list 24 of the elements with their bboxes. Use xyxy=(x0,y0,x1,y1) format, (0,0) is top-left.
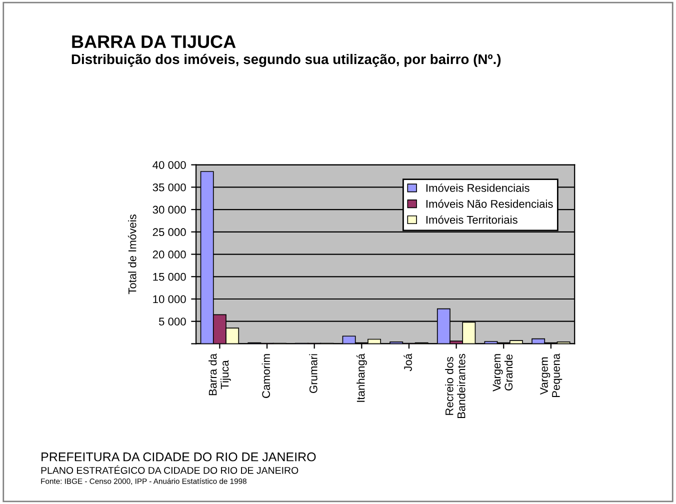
x-tick-label: Vargem Grande xyxy=(492,354,513,392)
chart-title: BARRA DA TIJUCA xyxy=(72,35,236,48)
y-tick-label: 20 000 xyxy=(152,250,186,258)
y-tick-label: 25 000 xyxy=(152,228,186,236)
x-tick-label: Vargem Pequena xyxy=(540,353,562,398)
y-tick-label: 30 000 xyxy=(152,206,186,214)
y-tick-label: 15 000 xyxy=(153,272,186,281)
legend-label: Imóveis Territoriais xyxy=(426,215,518,224)
x-tick-label: Camorim xyxy=(262,354,270,398)
x-tick-label: Barra da Tijuca xyxy=(208,353,231,396)
legend-label: Imóveis Não Residenciais xyxy=(426,200,553,208)
y-axis-title: Total de Imóveis xyxy=(128,214,136,294)
y-tick-label: 10 000 xyxy=(153,295,186,304)
legend-label: Imóveis Residenciais xyxy=(426,184,530,192)
text: PLANO ESTRATÉGICO DA CIDADE DO RIO DE JANEIRO xyxy=(41,465,298,474)
x-tick-label: Joá xyxy=(404,353,412,372)
x-tick-label: Itanhangá xyxy=(356,353,367,402)
y-tick-label: 35 000 xyxy=(152,183,186,192)
y-tick-label: 40 000 xyxy=(152,161,186,169)
chart-subtitle: Distribuição dos imóveis, segundo sua utilização, por bairro (Nº.) xyxy=(72,54,501,67)
x-tick-label: Recreio dos Bandeirantes xyxy=(445,354,466,418)
text: PREFEITURA DA CIDADE DO RIO DE JANEIRO xyxy=(42,452,316,462)
y-tick-label: 5 000 xyxy=(158,318,186,326)
x-tick-label: Grumari xyxy=(309,354,318,394)
